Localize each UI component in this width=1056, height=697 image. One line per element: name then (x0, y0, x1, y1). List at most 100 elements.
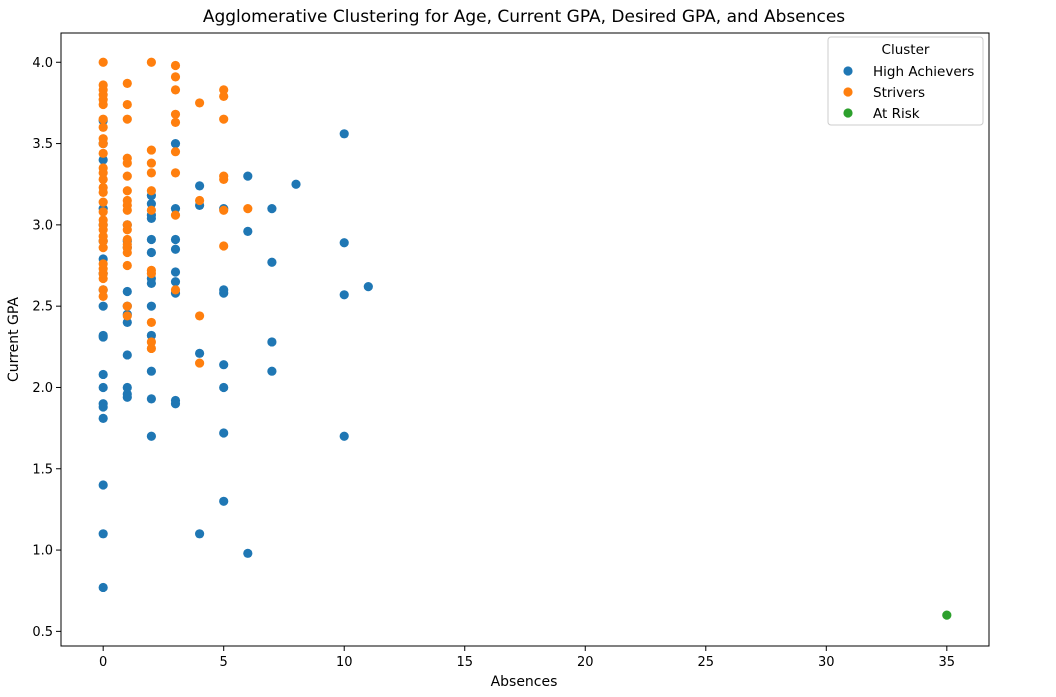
data-point (339, 290, 349, 300)
data-point (170, 277, 181, 287)
legend-entry: High Achievers (843, 64, 974, 80)
x-axis-ticks: 0 5 10 15 20 25 30 35 (99, 646, 955, 670)
data-point (98, 330, 108, 341)
data-point (146, 265, 156, 275)
data-point (195, 348, 205, 358)
y-tick-label: 3.0 (32, 218, 53, 233)
data-point (122, 382, 132, 393)
data-point (146, 366, 156, 376)
data-point (98, 148, 108, 158)
legend-marker (843, 108, 853, 118)
data-point (98, 182, 108, 193)
data-point (363, 282, 373, 292)
data-point (219, 496, 229, 506)
data-point (98, 155, 108, 165)
data-point (146, 158, 156, 168)
data-point (98, 174, 108, 184)
data-point (195, 529, 205, 539)
x-tick-label: 10 (336, 655, 353, 670)
data-point (219, 382, 229, 393)
x-tick-label: 35 (939, 655, 956, 670)
data-point (170, 60, 181, 71)
data-point (267, 204, 277, 214)
data-point (98, 285, 108, 295)
data-point (219, 85, 229, 95)
data-point (146, 317, 156, 328)
data-point (146, 431, 156, 441)
y-axis-label: Current GPA (6, 297, 22, 382)
data-point (146, 247, 156, 258)
data-point (170, 267, 181, 277)
data-point (122, 186, 132, 196)
data-point (98, 215, 108, 225)
data-point (339, 238, 349, 248)
data-point (98, 134, 108, 144)
data-point (170, 244, 181, 254)
data-point (98, 413, 108, 423)
data-point (98, 582, 108, 593)
data-point (122, 220, 132, 230)
data-point (98, 382, 108, 393)
chart-title: Agglomerative Clustering for Age, Curren… (203, 7, 845, 27)
series-2 (942, 610, 952, 620)
data-point (195, 358, 205, 368)
data-point (98, 301, 108, 311)
data-point (146, 330, 156, 341)
data-point (122, 78, 132, 89)
data-point (219, 428, 229, 438)
data-point (122, 311, 132, 321)
legend: Cluster High Achievers Strivers At Risk (827, 36, 984, 126)
data-point (219, 114, 229, 124)
data-point (170, 85, 181, 95)
data-point (243, 548, 253, 558)
data-point (195, 181, 205, 191)
data-point (170, 204, 181, 214)
data-point (170, 72, 181, 82)
data-point (243, 226, 253, 236)
x-tick-label: 15 (456, 655, 473, 670)
data-point (267, 366, 277, 376)
legend-label: High Achievers (873, 64, 974, 80)
x-axis-label: Absences (491, 674, 558, 690)
data-point (122, 286, 132, 297)
x-tick-label: 5 (220, 655, 228, 670)
data-point (219, 285, 229, 295)
data-point (122, 153, 132, 163)
data-point (170, 168, 181, 178)
plot-frame (60, 32, 990, 647)
data-point (219, 171, 229, 181)
data-point (98, 163, 108, 173)
data-point (98, 243, 108, 253)
data-point (122, 171, 132, 181)
y-tick-label: 1.5 (32, 462, 53, 477)
x-tick-label: 25 (698, 655, 715, 670)
data-point (98, 114, 108, 124)
data-point (122, 260, 132, 271)
data-point (98, 480, 108, 490)
data-point (195, 195, 205, 206)
data-point (146, 337, 156, 347)
data-point (98, 529, 108, 539)
data-point (146, 301, 156, 311)
data-point (170, 147, 181, 157)
data-point (195, 311, 205, 321)
data-point (98, 399, 108, 409)
legend-marker (843, 87, 853, 97)
data-point (170, 109, 181, 119)
x-tick-label: 30 (818, 655, 835, 670)
legend-marker (843, 66, 853, 76)
data-point (98, 197, 108, 207)
data-point (146, 57, 156, 67)
data-point (122, 350, 132, 360)
data-point (122, 317, 132, 328)
data-point (122, 99, 132, 110)
legend-label: Strivers (873, 85, 925, 101)
data-point (146, 168, 156, 178)
data-point (146, 186, 156, 196)
data-point (170, 285, 181, 295)
data-point (98, 369, 108, 380)
data-point (98, 80, 108, 90)
data-point (146, 394, 156, 404)
data-point (170, 234, 181, 245)
